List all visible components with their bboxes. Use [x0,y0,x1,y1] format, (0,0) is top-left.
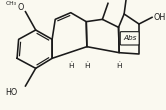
Text: OH: OH [154,13,166,22]
Text: Ḣ: Ḣ [116,63,122,69]
Text: CH₃: CH₃ [5,1,16,6]
Text: Abs: Abs [123,35,136,41]
Text: HO: HO [6,88,18,97]
Text: O: O [18,3,24,12]
Text: Ḣ: Ḣ [84,63,90,69]
Text: Ḣ: Ḣ [68,63,74,69]
FancyBboxPatch shape [120,32,139,45]
